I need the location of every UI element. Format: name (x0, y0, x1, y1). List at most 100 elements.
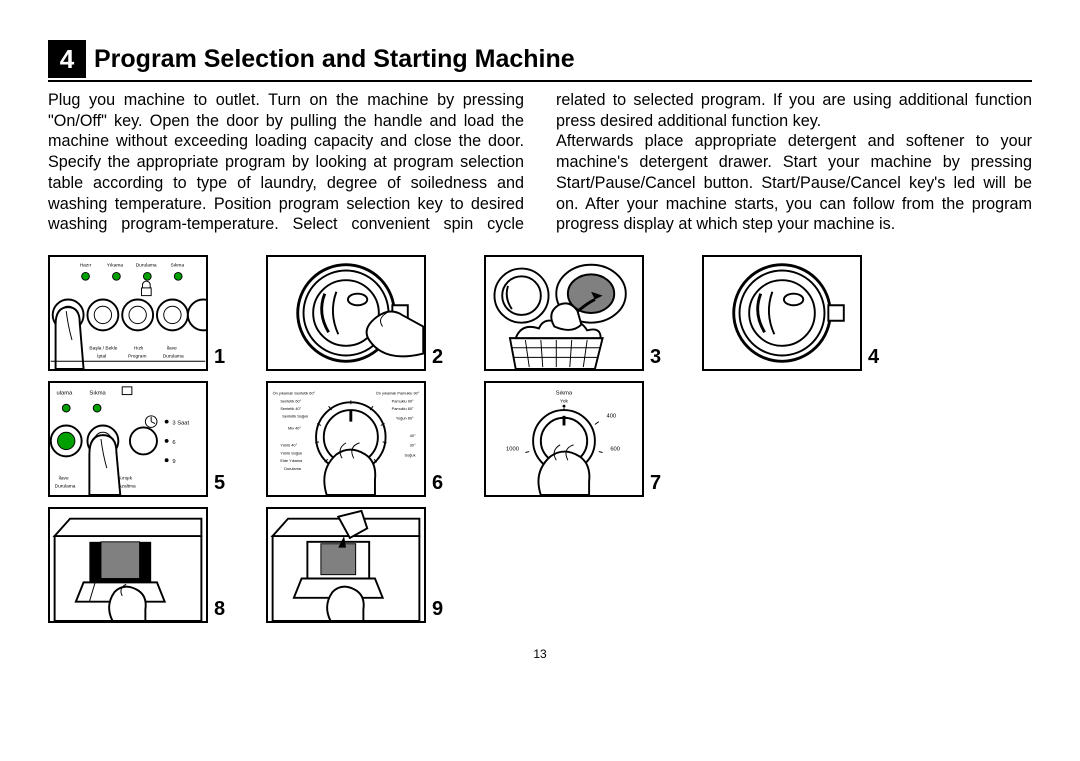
label: Hazır (80, 263, 92, 269)
figure-cell: 9 (266, 507, 474, 623)
label: Sıkma (170, 263, 184, 269)
hand-icon (367, 312, 424, 357)
figure-number: 6 (432, 472, 443, 497)
svg-text:Durulama: Durulama (284, 467, 302, 471)
label: Durulama (55, 483, 76, 489)
finger-icon (89, 435, 120, 495)
figure-number: 1 (214, 346, 225, 371)
button-inner (94, 306, 111, 323)
label: Durulama (163, 354, 184, 360)
figure-cell: Ön yıkamalı Sentetik 60° Sentetik 60° Se… (266, 381, 474, 497)
label: İlave (167, 345, 177, 352)
figure-3-load-laundry (484, 255, 644, 371)
hand-icon (327, 587, 364, 621)
figure-number: 9 (432, 598, 443, 623)
door-ring (740, 271, 825, 356)
svg-text:Pamuklu 90°: Pamuklu 90° (392, 399, 414, 403)
reflection (769, 292, 774, 334)
svg-text:Ön yıkamalı Pamuklu 90°: Ön yıkamalı Pamuklu 90° (376, 392, 420, 396)
lock-icon (142, 281, 150, 288)
section-header: 4 Program Selection and Starting Machine (48, 40, 1032, 82)
svg-text:Elde Yıkama: Elde Yıkama (280, 459, 303, 463)
label: Yıkama (107, 263, 124, 269)
label: Azaltma (118, 483, 136, 489)
figure-cell: 8 (48, 507, 256, 623)
button-inner (129, 306, 146, 323)
svg-text:Yünlü Soğuk: Yünlü Soğuk (280, 452, 302, 456)
label: İptal (97, 353, 106, 360)
led-icon (62, 404, 70, 412)
figure-cell: ulama Sıkma 3 Saat 6 9 (48, 381, 256, 497)
figure-1-panel-buttons: Hazır Yıkama Durulama Sıkma (48, 255, 208, 371)
button-icon (188, 300, 206, 331)
figure-cell: 2 (266, 255, 474, 371)
label: Kırışık (118, 476, 132, 482)
section-number-badge: 4 (48, 40, 86, 78)
label: Başla / Bekle (89, 346, 117, 352)
label: 6 (172, 440, 175, 446)
figure-8-detergent-drawer (48, 507, 208, 623)
figure-5-aux-panel: ulama Sıkma 3 Saat 6 9 (48, 381, 208, 497)
svg-text:Sentetik Soğuk: Sentetik Soğuk (282, 415, 308, 419)
led-icon (93, 404, 101, 412)
figure-row: 8 (48, 507, 1032, 623)
button-icon (130, 428, 157, 455)
section-title: Program Selection and Starting Machine (94, 45, 575, 74)
label-group: Ön yıkamalı Sentetik 60° Sentetik 60° Se… (273, 392, 316, 471)
label: Sıkma (556, 391, 573, 397)
label: 600 (610, 447, 620, 453)
label: 400 (606, 414, 616, 420)
figure-7-spin-dial: Sıkma Yok 400 600 800 1000 (484, 381, 644, 497)
glare (348, 294, 367, 306)
reflection (758, 294, 765, 333)
handle (828, 305, 843, 320)
svg-text:40°: 40° (410, 434, 416, 438)
label: Durulama (136, 263, 157, 269)
label: 1000 (506, 447, 519, 453)
glare (784, 294, 803, 306)
indicator (122, 387, 132, 395)
figure-grid: Hazır Yıkama Durulama Sıkma (48, 255, 1032, 623)
figure-number: 5 (214, 472, 225, 497)
label: Yok (560, 398, 568, 404)
drawer-compartment (101, 542, 140, 579)
body-text: Plug you machine to outlet. Turn on the … (48, 90, 1032, 235)
svg-text:Soğuk: Soğuk (405, 454, 416, 458)
led-icon (174, 273, 182, 281)
reflection (322, 294, 329, 333)
figure-number: 4 (868, 346, 879, 371)
led-icon (143, 273, 151, 281)
figure-cell: 3 (484, 255, 692, 371)
led-icon (113, 273, 121, 281)
label: 9 (172, 459, 175, 465)
figure-9-pour-detergent (266, 507, 426, 623)
figure-2-open-door (266, 255, 426, 371)
label: ulama (57, 391, 74, 397)
label: İlave (58, 475, 68, 482)
svg-text:Sentetik 40°: Sentetik 40° (280, 407, 301, 411)
svg-text:Yoğun 60°: Yoğun 60° (396, 417, 414, 421)
svg-text:30°: 30° (410, 444, 416, 448)
label: Hızlı (134, 346, 144, 352)
button-inner (164, 306, 181, 323)
lock-icon (142, 288, 152, 296)
led-icon (82, 273, 90, 281)
hand-icon (109, 587, 146, 621)
label: Sıkma (89, 391, 106, 397)
svg-text:Mix 40°: Mix 40° (288, 426, 301, 430)
finger-icon (56, 307, 84, 369)
figure-row: Hazır Yıkama Durulama Sıkma (48, 255, 1032, 371)
label: Program (128, 354, 146, 360)
svg-text:Yünlü 40°: Yünlü 40° (280, 444, 297, 448)
figure-cell: Hazır Yıkama Durulama Sıkma (48, 255, 256, 371)
label: 3 Saat (172, 421, 189, 427)
figure-6-program-dial: Ön yıkamalı Sentetik 60° Sentetik 60° Se… (266, 381, 426, 497)
machine-top (55, 519, 202, 536)
figure-number: 2 (432, 346, 443, 371)
figure-4-close-door (702, 255, 862, 371)
reflection (333, 292, 338, 334)
figure-cell: 4 (702, 255, 910, 371)
svg-text:Sentetik 60°: Sentetik 60° (280, 399, 301, 403)
figure-number: 7 (650, 472, 661, 497)
figure-number: 3 (650, 346, 661, 371)
